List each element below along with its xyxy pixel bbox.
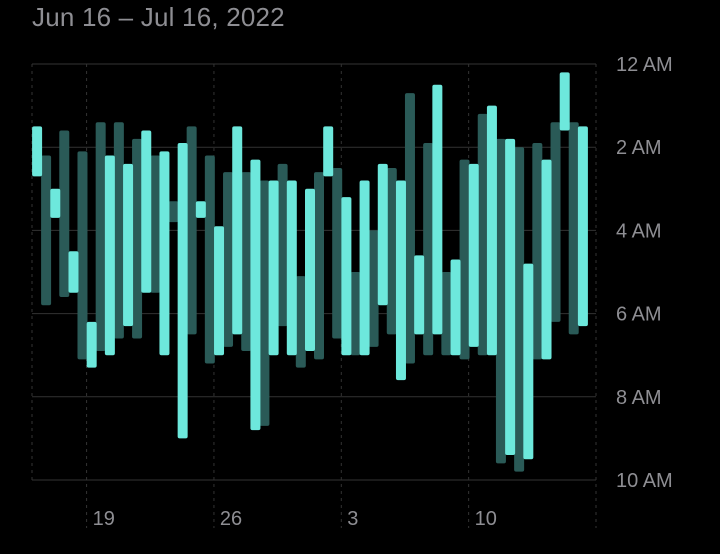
asleep-bar (505, 138, 516, 456)
asleep-bar (214, 226, 225, 356)
in-bed-bar (223, 172, 234, 347)
asleep-bar (541, 159, 552, 360)
chart-title: Jun 16 – Jul 16, 2022 (32, 2, 285, 32)
in-bed-bar (186, 126, 197, 335)
in-bed-bar (113, 122, 124, 339)
in-bed-bar (514, 147, 525, 472)
asleep-bar (341, 197, 352, 356)
y-tick-label: 10 AM (616, 470, 673, 492)
asleep-bar (414, 255, 425, 335)
in-bed-bar (386, 168, 397, 335)
asleep-bar (50, 188, 61, 218)
asleep-bar (305, 188, 315, 352)
asleep-bar (468, 163, 479, 347)
in-bed-bar (59, 130, 70, 297)
asleep-bar (286, 180, 297, 356)
asleep-bar (432, 84, 443, 335)
in-bed-bar (41, 155, 52, 306)
y-tick-label: 8 AM (616, 387, 662, 409)
in-bed-bar (277, 163, 288, 327)
in-bed-bar (532, 143, 543, 360)
asleep-bar (377, 163, 388, 306)
asleep-bar (268, 180, 279, 356)
in-bed-bar (423, 143, 434, 356)
y-tick-label: 4 AM (616, 220, 662, 242)
asleep-bar (177, 143, 188, 439)
in-bed-bar (495, 138, 506, 464)
in-bed-bar (550, 122, 561, 322)
asleep-bar (395, 180, 406, 381)
in-bed-bar (259, 180, 270, 426)
asleep-bar (323, 126, 334, 177)
in-bed-bar (241, 172, 252, 352)
asleep-bar (250, 159, 261, 431)
asleep-bar (32, 126, 43, 177)
asleep-bar (577, 126, 588, 327)
x-tick-label: 26 (220, 508, 242, 530)
asleep-bar (159, 151, 170, 356)
asleep-bar (68, 251, 79, 293)
in-bed-bar (132, 138, 143, 339)
x-tick-label: 19 (93, 508, 115, 530)
in-bed-bar (441, 272, 452, 356)
asleep-bar (123, 163, 134, 327)
in-bed-bar (404, 93, 415, 364)
x-tick-label: 3 (347, 508, 358, 530)
in-bed-bar (95, 122, 106, 352)
asleep-bar (86, 321, 97, 368)
asleep-bar (450, 259, 461, 356)
in-bed-bar (150, 155, 161, 293)
y-tick-label: 12 AM (616, 54, 673, 76)
asleep-bars (32, 72, 588, 460)
asleep-bar (104, 155, 115, 356)
asleep-bar (232, 126, 243, 335)
in-bed-bar (168, 201, 179, 223)
in-bed-bar (459, 159, 470, 360)
y-tick-label: 2 AM (616, 137, 662, 159)
in-bed-bar (77, 151, 88, 360)
asleep-bar (486, 105, 497, 356)
in-bed-bar (314, 172, 324, 360)
in-bed-bar (477, 113, 488, 356)
in-bed-bar (204, 155, 215, 364)
in-bed-bar (332, 168, 343, 339)
in-bed-bar (295, 276, 306, 368)
x-tick-label: 10 (475, 508, 497, 530)
asleep-bar (359, 180, 370, 356)
in-bed-bar (350, 272, 361, 356)
in-bed-bar (368, 230, 379, 347)
asleep-bar (141, 130, 152, 293)
asleep-bar (523, 263, 534, 460)
in-bed-bars (41, 93, 579, 472)
asleep-bar (195, 201, 206, 218)
asleep-bar (559, 72, 570, 131)
x-axis-labels: 19 26 3 10 (93, 508, 497, 530)
in-bed-bar (568, 122, 579, 335)
y-tick-label: 6 AM (616, 304, 662, 326)
y-axis-labels: 12 AM 2 AM 4 AM 6 AM 8 AM 10 AM (616, 54, 673, 492)
